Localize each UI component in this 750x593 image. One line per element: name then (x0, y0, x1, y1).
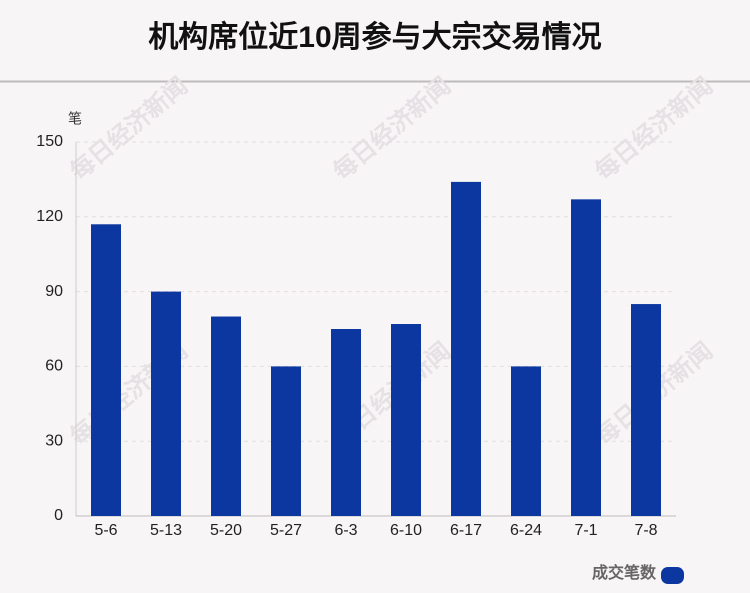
y-tick-label: 30 (45, 432, 63, 449)
x-tick-label: 6-17 (450, 522, 482, 539)
x-tick-label: 5-27 (270, 522, 302, 539)
y-tick-label: 150 (36, 133, 63, 150)
bar (451, 181, 481, 517)
bar (91, 224, 121, 516)
y-tick-label: 0 (54, 507, 63, 524)
x-tick-label: 7-1 (574, 522, 597, 539)
bar (631, 304, 661, 516)
bar (151, 291, 181, 516)
x-tick-label: 6-3 (334, 522, 357, 539)
x-tick-label: 5-13 (150, 522, 182, 539)
bar (571, 199, 601, 516)
y-tick-label: 120 (36, 208, 63, 225)
chart-title: 机构席位近10周参与大宗交易情况 (148, 20, 601, 54)
y-tick-label: 60 (45, 358, 63, 375)
y-tick-label: 90 (45, 283, 63, 300)
x-tick-label: 6-24 (510, 522, 542, 539)
legend-label: 成交笔数 (592, 563, 657, 582)
y-axis-label: 笔 (68, 111, 82, 127)
bar (271, 366, 301, 516)
x-tick-label: 5-20 (210, 522, 242, 539)
bar (211, 316, 241, 516)
legend-swatch (661, 567, 684, 584)
bar (391, 324, 421, 516)
bar (331, 329, 361, 516)
x-tick-label: 6-10 (390, 522, 422, 539)
x-tick-label: 5-6 (94, 522, 117, 539)
x-tick-label: 7-8 (634, 522, 657, 539)
bar (511, 366, 541, 516)
